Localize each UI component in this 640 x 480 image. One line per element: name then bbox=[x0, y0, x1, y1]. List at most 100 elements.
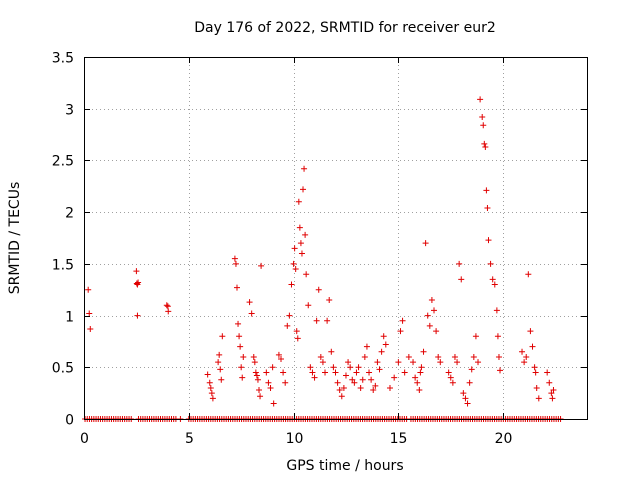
data-point bbox=[257, 393, 264, 400]
data-point bbox=[293, 328, 300, 335]
data-point bbox=[256, 387, 263, 394]
data-point bbox=[284, 322, 291, 329]
data-point bbox=[529, 343, 536, 350]
data-point bbox=[313, 317, 320, 324]
data-point bbox=[454, 359, 461, 366]
data-point bbox=[307, 364, 314, 371]
data-point bbox=[431, 307, 438, 314]
data-point bbox=[481, 140, 488, 147]
data-point bbox=[231, 255, 238, 262]
y-tick-label: 0.5 bbox=[52, 361, 74, 377]
data-point bbox=[464, 400, 471, 407]
data-point bbox=[263, 369, 270, 376]
grid-lines bbox=[84, 57, 587, 419]
data-point bbox=[311, 374, 318, 381]
data-point bbox=[485, 237, 492, 244]
data-point bbox=[351, 379, 358, 386]
data-point bbox=[204, 371, 211, 378]
data-point bbox=[405, 353, 412, 360]
data-point bbox=[414, 379, 421, 386]
data-point bbox=[372, 382, 379, 389]
data-point bbox=[250, 353, 257, 360]
data-point bbox=[135, 279, 142, 286]
data-point bbox=[235, 320, 242, 327]
data-point bbox=[85, 286, 92, 293]
data-point bbox=[254, 376, 261, 383]
data-point bbox=[456, 260, 463, 267]
data-point bbox=[380, 333, 387, 340]
data-point bbox=[270, 400, 277, 407]
data-point bbox=[164, 303, 171, 310]
data-point bbox=[342, 372, 349, 379]
data-point bbox=[133, 280, 140, 287]
data-point bbox=[298, 250, 305, 257]
data-point bbox=[330, 364, 337, 371]
data-point bbox=[370, 387, 377, 394]
data-point bbox=[208, 390, 215, 397]
data-point bbox=[470, 353, 477, 360]
data-point bbox=[353, 369, 360, 376]
y-tick-label: 0 bbox=[65, 413, 74, 429]
data-point bbox=[416, 387, 423, 394]
data-point bbox=[401, 369, 408, 376]
data-point bbox=[267, 384, 274, 391]
data-point bbox=[319, 359, 326, 366]
data-point bbox=[361, 353, 368, 360]
data-point bbox=[482, 143, 489, 150]
data-point bbox=[87, 326, 94, 333]
data-point bbox=[475, 359, 482, 366]
data-point bbox=[458, 276, 465, 283]
data-point bbox=[218, 376, 225, 383]
y-tick-label: 2 bbox=[65, 206, 74, 222]
data-point bbox=[497, 367, 504, 374]
data-point bbox=[494, 333, 501, 340]
data-point bbox=[433, 328, 440, 335]
data-point bbox=[309, 369, 316, 376]
data-point bbox=[232, 260, 239, 267]
data-point bbox=[523, 353, 530, 360]
data-point bbox=[397, 328, 404, 335]
data-point bbox=[480, 122, 487, 129]
data-point bbox=[472, 333, 479, 340]
data-point bbox=[445, 369, 452, 376]
data-point bbox=[300, 186, 307, 193]
data-point bbox=[326, 297, 333, 304]
x-axis-title: GPS time / hours bbox=[286, 458, 403, 474]
data-point bbox=[303, 271, 310, 278]
data-point bbox=[248, 310, 255, 317]
data-point bbox=[544, 369, 551, 376]
data-point bbox=[236, 333, 243, 340]
data-point bbox=[535, 395, 542, 402]
data-point bbox=[332, 369, 339, 376]
data-point bbox=[294, 335, 301, 342]
data-point bbox=[295, 198, 302, 205]
data-point bbox=[359, 376, 366, 383]
data-point bbox=[297, 240, 304, 247]
data-point bbox=[424, 312, 431, 319]
data-point bbox=[368, 376, 375, 383]
data-point bbox=[395, 359, 402, 366]
data-point bbox=[521, 359, 528, 366]
data-point bbox=[240, 353, 247, 360]
data-point bbox=[349, 376, 356, 383]
data-point bbox=[355, 364, 362, 371]
data-point bbox=[252, 369, 259, 376]
data-point bbox=[391, 374, 398, 381]
data-point bbox=[428, 297, 435, 304]
x-tick-label: 10 bbox=[286, 431, 304, 447]
data-point bbox=[322, 369, 329, 376]
data-point bbox=[163, 302, 170, 309]
data-point bbox=[217, 366, 224, 373]
data-point bbox=[363, 343, 370, 350]
data-point bbox=[336, 387, 343, 394]
data-point bbox=[550, 387, 557, 394]
y-axis-title: SRMTID / TECUs bbox=[7, 182, 23, 295]
data-point bbox=[489, 276, 496, 283]
data-point bbox=[437, 359, 444, 366]
data-point bbox=[282, 379, 289, 386]
data-point bbox=[246, 299, 253, 306]
data-point bbox=[484, 205, 491, 212]
data-point bbox=[291, 245, 298, 252]
data-point bbox=[548, 390, 555, 397]
data-point bbox=[265, 379, 272, 386]
